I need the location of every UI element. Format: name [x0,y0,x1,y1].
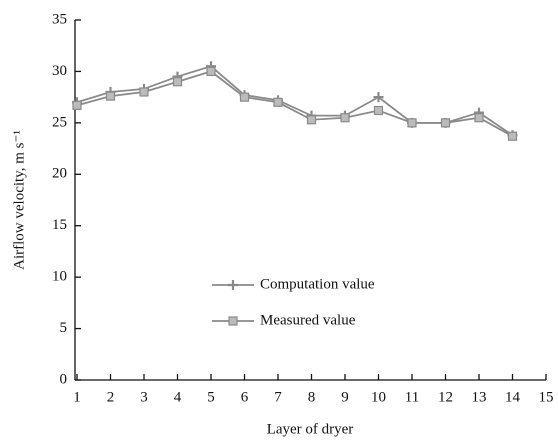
marker [105,91,116,101]
x-tick-label: 14 [505,389,521,405]
x-tick-label: 12 [438,389,453,405]
x-tick-label: 13 [472,389,487,405]
legend-marker [228,280,238,290]
legend-label: Measured value [260,312,356,328]
x-tick-label: 11 [405,389,419,405]
x-tick-label: 1 [73,389,81,405]
x-tick-label: 3 [140,389,148,405]
x-tick-label: 4 [174,389,182,405]
y-axis-label: Airflow velocity, m s⁻¹ [11,130,27,270]
x-tick-label: 10 [371,389,386,405]
marker [440,118,451,128]
x-tick-label: 7 [274,389,282,405]
marker [139,87,149,97]
marker [306,115,317,125]
marker [72,100,82,110]
x-tick-label: 6 [241,389,249,405]
marker [206,66,216,77]
marker [239,92,250,102]
y-tick-label: 0 [60,371,68,387]
y-tick-label: 10 [52,269,67,285]
series-line [76,70,513,138]
marker [340,113,350,123]
y-tick-label: 20 [52,166,67,182]
y-tick-label: 35 [52,11,67,27]
y-tick-label: 25 [52,114,67,130]
marker [474,113,484,123]
y-tick-label: 30 [52,63,67,79]
x-tick-label: 9 [341,389,349,405]
x-tick-label: 8 [308,389,316,405]
marker [172,77,183,87]
legend-marker [228,316,238,326]
y-tick-label: 15 [52,217,67,233]
marker [407,118,417,128]
x-tick-label: 2 [107,389,115,405]
legend-label: Computation value [260,276,375,292]
marker [273,97,283,107]
marker [373,92,384,103]
y-tick-label: 5 [60,320,68,336]
marker [507,131,518,141]
x-tick-label: 5 [207,389,215,405]
x-axis-label: Layer of dryer [267,421,354,437]
marker [373,105,384,116]
x-tick-label: 15 [539,389,554,405]
